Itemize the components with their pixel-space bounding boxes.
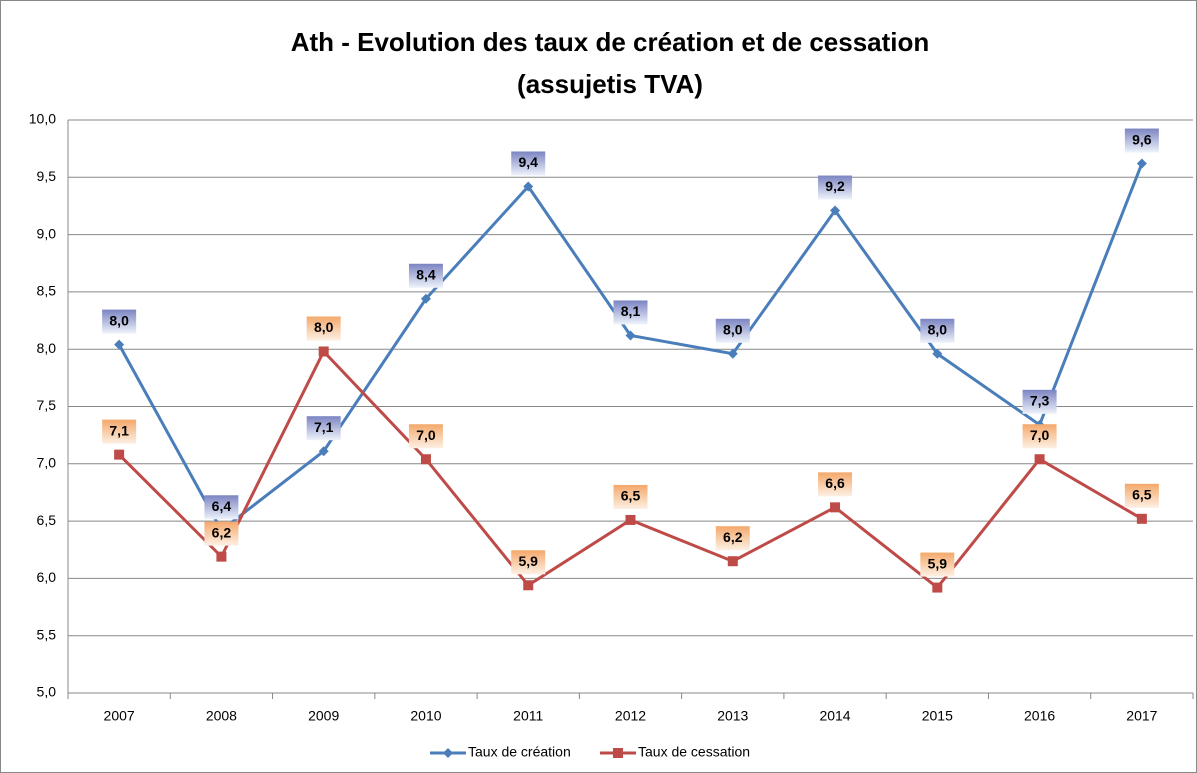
data-label-box (306, 416, 341, 441)
y-tick-label: 10,0 (29, 111, 56, 127)
data-label-box (920, 552, 955, 577)
marker (727, 556, 738, 567)
marker (318, 446, 329, 457)
data-label: 9,6 (1132, 131, 1152, 147)
data-label-box (102, 419, 137, 444)
data-label-box (1124, 483, 1159, 508)
y-tick-label: 7,5 (37, 397, 57, 413)
data-label-box (204, 495, 239, 520)
data-label: 5,9 (928, 555, 948, 571)
x-tick-label: 2014 (819, 708, 850, 724)
marker (420, 454, 431, 465)
data-label: 6,2 (723, 529, 743, 545)
marker (318, 346, 329, 357)
data-label: 6,5 (621, 488, 641, 504)
data-label: 6,6 (825, 475, 845, 491)
data-label: 8,0 (928, 321, 948, 337)
x-tick-label: 2016 (1024, 708, 1055, 724)
y-tick-label: 9,5 (37, 168, 57, 184)
y-tick-label: 6,5 (37, 512, 57, 528)
x-tick-label: 2015 (922, 708, 953, 724)
data-label-box (818, 175, 853, 200)
data-label-box (408, 424, 443, 449)
data-label-box (511, 550, 546, 575)
data-label: 9,4 (518, 154, 538, 170)
data-label-box (613, 300, 648, 325)
x-tick-label: 2007 (104, 708, 135, 724)
marker (1136, 513, 1147, 524)
legend-marker (613, 748, 623, 758)
marker (932, 582, 943, 593)
x-tick-label: 2008 (206, 708, 237, 724)
data-label: 5,9 (518, 553, 538, 569)
data-label-box (920, 318, 955, 343)
data-label: 6,5 (1132, 487, 1152, 503)
data-label: 8,0 (723, 321, 743, 337)
data-label: 8,0 (109, 312, 129, 328)
data-label: 7,0 (1030, 427, 1050, 443)
data-label-box (818, 472, 853, 497)
chart-title: Ath - Evolution des taux de création et … (291, 27, 930, 57)
x-tick-label: 2012 (615, 708, 646, 724)
y-tick-label: 6,0 (37, 569, 57, 585)
marker (727, 348, 738, 359)
data-label-box (715, 526, 750, 551)
marker (114, 449, 125, 460)
marker (216, 551, 227, 562)
data-label: 8,0 (314, 319, 334, 335)
data-label-box (1124, 128, 1159, 153)
data-label-box (613, 484, 648, 509)
y-tick-label: 8,0 (37, 340, 57, 356)
marker (830, 502, 841, 513)
data-label: 7,0 (416, 427, 436, 443)
data-label-box (306, 316, 341, 341)
data-label: 8,1 (621, 303, 641, 319)
data-label: 7,3 (1030, 393, 1050, 409)
data-label-box (1022, 389, 1057, 414)
data-label: 6,4 (212, 498, 232, 514)
marker (114, 339, 125, 350)
data-label: 7,1 (109, 422, 129, 438)
data-label: 6,2 (212, 524, 232, 540)
data-label-box (1022, 424, 1057, 449)
data-label-box (204, 521, 239, 546)
y-tick-label: 8,5 (37, 283, 57, 299)
marker (830, 205, 841, 216)
marker (523, 580, 534, 591)
data-label: 8,4 (416, 266, 436, 282)
legend-label: Taux de cessation (638, 744, 750, 760)
x-tick-label: 2009 (308, 708, 339, 724)
marker (932, 348, 943, 359)
x-tick-label: 2010 (410, 708, 441, 724)
y-tick-label: 9,0 (37, 225, 57, 241)
data-label-box (102, 309, 137, 334)
data-label: 9,2 (825, 178, 845, 194)
y-tick-label: 7,0 (37, 455, 57, 471)
data-label-box (408, 263, 443, 288)
data-label-box (511, 151, 546, 176)
x-tick-label: 2013 (717, 708, 748, 724)
marker (625, 330, 636, 341)
data-label: 7,1 (314, 419, 334, 435)
marker (420, 293, 431, 304)
x-tick-label: 2011 (513, 708, 543, 724)
legend-marker (443, 748, 453, 758)
y-tick-label: 5,0 (37, 684, 57, 700)
y-tick-label: 5,5 (37, 626, 57, 642)
marker (1034, 454, 1045, 465)
data-label-box (715, 318, 750, 343)
x-tick-label: 2017 (1126, 708, 1157, 724)
marker (1136, 158, 1147, 169)
chart-subtitle: (assujetis TVA) (517, 69, 703, 99)
marker (523, 181, 534, 192)
marker (625, 514, 636, 525)
legend-label: Taux de création (468, 744, 571, 760)
